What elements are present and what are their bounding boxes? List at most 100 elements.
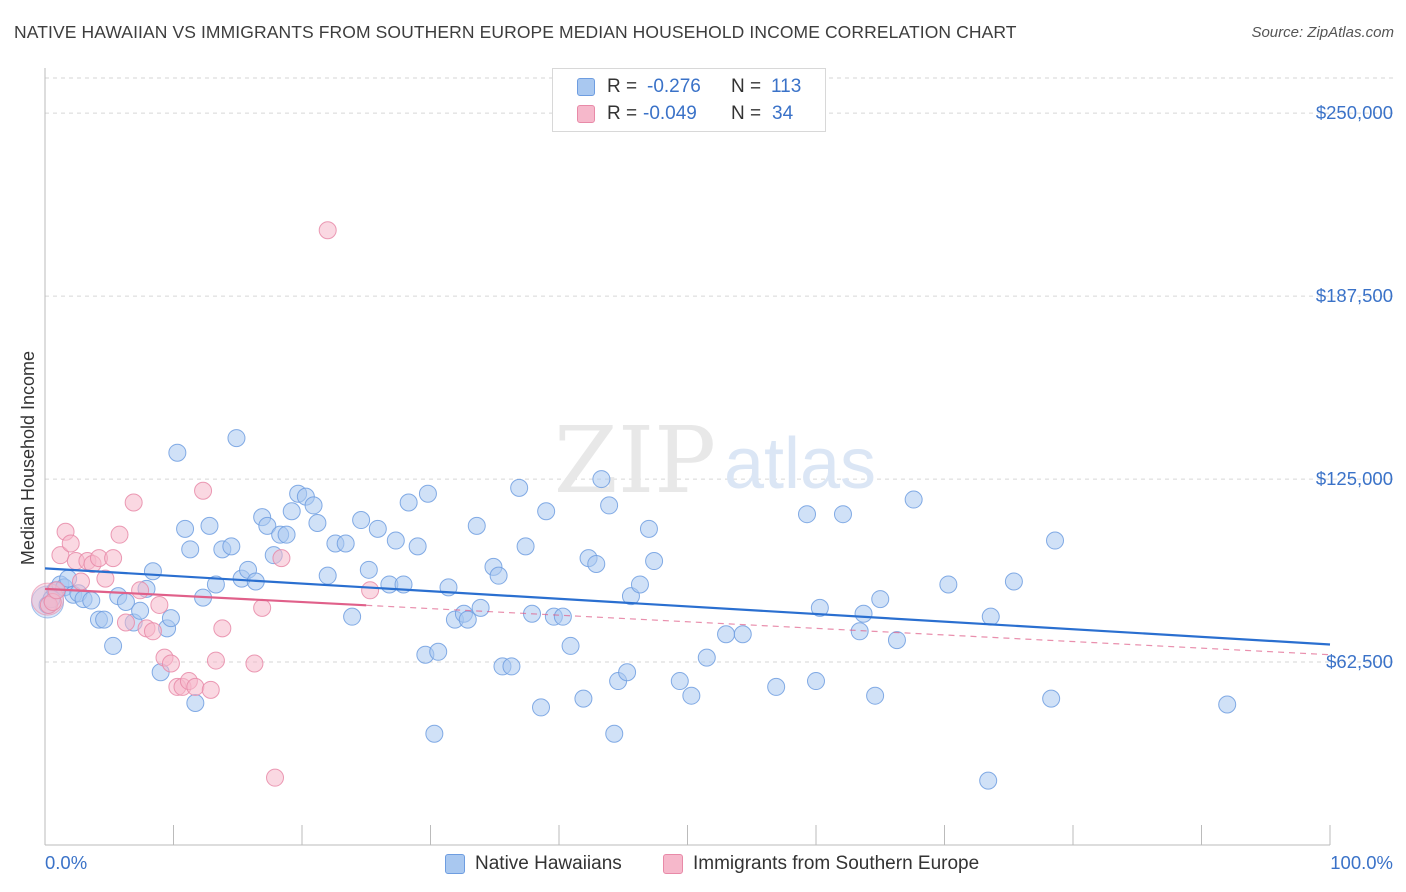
data-point	[429, 642, 448, 661]
data-points	[31, 221, 1237, 790]
data-point	[871, 590, 890, 609]
bottom-legend-swatch-pink	[663, 854, 683, 874]
y-tick-label: $250,000	[1316, 102, 1393, 123]
data-point	[272, 549, 291, 568]
bottom-legend-label: Native Hawaiians	[475, 853, 622, 874]
data-point	[670, 672, 689, 691]
data-point	[194, 481, 213, 500]
bottom-legend-native-hawaiians: Native Hawaiians	[445, 850, 622, 878]
data-point	[600, 496, 619, 515]
data-point	[318, 566, 337, 585]
data-point	[161, 654, 180, 673]
data-point	[1042, 689, 1061, 708]
data-point	[489, 566, 508, 585]
data-point	[1218, 695, 1237, 714]
bottom-legend-label: Immigrants from Southern Europe	[693, 853, 980, 874]
data-point	[206, 651, 225, 670]
data-point	[510, 478, 529, 497]
y-tick-label: $62,500	[1326, 651, 1393, 672]
legend-row-native-hawaiians: R = -0.276 N = 113	[577, 75, 801, 99]
data-point	[150, 595, 169, 614]
data-point	[201, 680, 220, 699]
legend-r-value: -0.049	[643, 103, 697, 124]
data-point	[618, 663, 637, 682]
data-point	[176, 519, 195, 538]
bottom-legend-southern-europe: Immigrants from Southern Europe	[663, 850, 979, 878]
data-point	[96, 569, 115, 588]
data-point	[587, 554, 606, 573]
data-point	[213, 619, 232, 638]
data-point	[304, 496, 323, 515]
data-point	[467, 516, 486, 535]
data-point	[104, 636, 123, 655]
legend-n-value: 113	[771, 76, 802, 97]
data-point	[574, 689, 593, 708]
data-point	[222, 537, 241, 556]
data-point	[810, 598, 829, 617]
series-southern-europe	[31, 221, 380, 787]
legend-row-southern-europe: R = -0.049 N = 34	[577, 102, 793, 126]
watermark-zip: ZIP	[554, 407, 716, 514]
data-point	[71, 572, 90, 591]
data-point	[282, 502, 301, 521]
trend-line-dashed-pink	[366, 604, 1331, 656]
legend-swatch-blue	[577, 78, 595, 96]
data-point	[124, 493, 143, 512]
data-point	[717, 625, 736, 644]
data-point	[854, 604, 873, 623]
data-point	[266, 768, 285, 787]
data-point	[206, 575, 225, 594]
data-point	[1046, 531, 1065, 550]
data-point	[939, 575, 958, 594]
data-point	[605, 724, 624, 743]
data-point	[471, 598, 490, 617]
data-point	[979, 771, 998, 790]
data-point	[833, 505, 852, 524]
data-point	[277, 525, 296, 544]
data-point	[110, 525, 129, 544]
axis-labels: $62,500 $125,000 $187,500 $250,000 0.0% 100.0…	[45, 102, 1393, 873]
data-point	[51, 546, 70, 565]
data-point	[807, 672, 825, 691]
data-point	[532, 698, 551, 717]
data-point	[318, 221, 337, 240]
data-point	[168, 443, 187, 462]
data-point	[368, 519, 387, 538]
y-tick-label: $125,000	[1316, 468, 1393, 489]
data-point	[336, 534, 355, 553]
data-point	[161, 609, 180, 628]
data-point	[186, 677, 205, 696]
data-point	[1004, 572, 1023, 591]
data-point	[850, 622, 869, 641]
data-point	[425, 724, 444, 743]
watermark: ZIP atlas	[554, 407, 876, 514]
data-point	[343, 607, 362, 626]
data-point	[645, 552, 664, 571]
data-point	[733, 625, 752, 644]
watermark-atlas: atlas	[724, 424, 876, 504]
data-point	[359, 560, 378, 579]
data-point	[181, 540, 200, 559]
data-point	[798, 505, 817, 524]
data-point	[630, 575, 649, 594]
data-point	[418, 484, 437, 503]
data-point	[308, 513, 327, 532]
data-point	[516, 537, 535, 556]
data-point	[258, 516, 277, 535]
trend-lines	[44, 567, 1331, 656]
data-point	[553, 607, 572, 626]
legend-swatch-pink	[577, 105, 595, 123]
data-point	[904, 490, 923, 509]
legend-r-label: R =	[607, 76, 638, 97]
data-point	[399, 493, 418, 512]
data-point	[502, 657, 521, 676]
y-tick-label: $187,500	[1316, 285, 1393, 306]
trend-line-solid-blue	[44, 567, 1331, 646]
data-point	[186, 694, 205, 713]
y-axis-title: Median Household Income	[18, 351, 38, 565]
data-point	[981, 607, 1000, 626]
data-point	[143, 562, 162, 581]
data-point	[82, 591, 101, 610]
data-point	[361, 581, 380, 600]
